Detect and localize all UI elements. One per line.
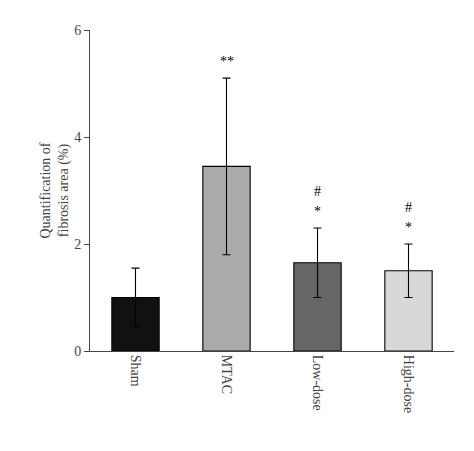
svg-text:#: # [314, 184, 321, 199]
svg-text:**: ** [220, 54, 234, 69]
svg-text:2: 2 [74, 237, 81, 252]
svg-text:4: 4 [74, 130, 81, 145]
svg-text:Sham: Sham [128, 355, 143, 387]
svg-text:Low-dose: Low-dose [310, 355, 325, 411]
svg-text:Quantification offibrosis area: Quantification offibrosis area (%) [38, 142, 72, 238]
svg-text:MTAC: MTAC [219, 355, 234, 394]
svg-text:0: 0 [74, 344, 81, 359]
svg-text:#: # [405, 200, 412, 215]
svg-text:6: 6 [74, 23, 81, 38]
svg-text:*: * [314, 204, 321, 219]
svg-text:*: * [405, 220, 412, 235]
svg-text:High-dose: High-dose [401, 355, 416, 413]
